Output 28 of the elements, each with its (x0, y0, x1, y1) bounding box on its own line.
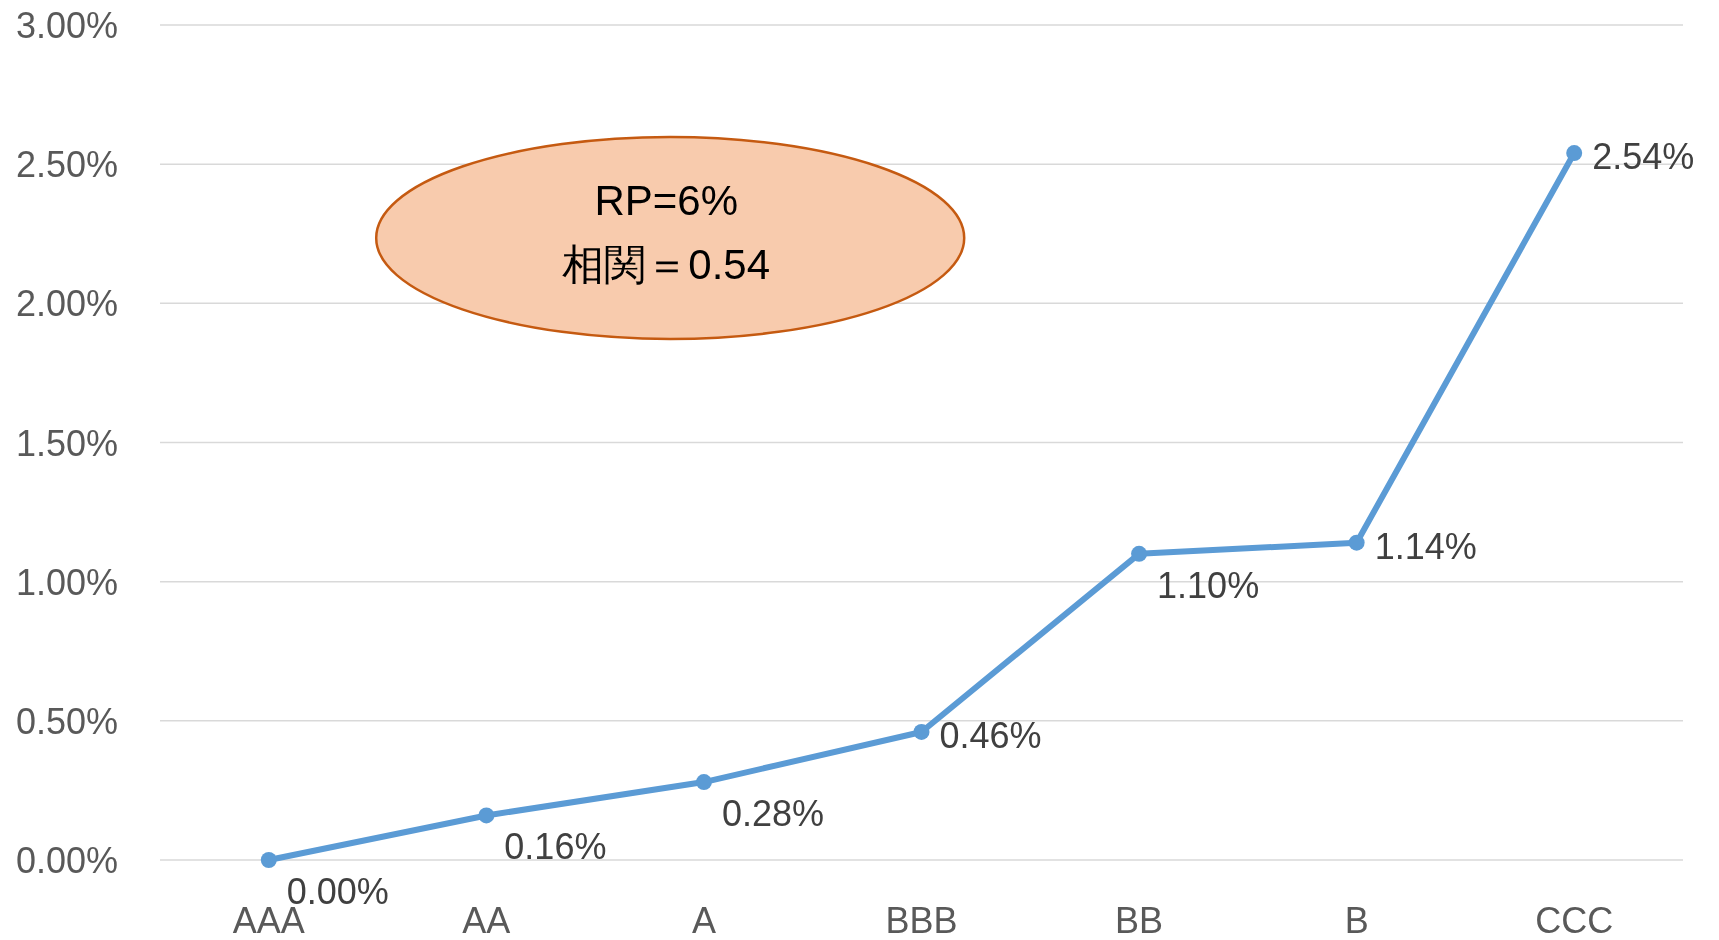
x-tick-label: CCC (1535, 900, 1614, 940)
y-tick-label: 3.00% (15, 5, 118, 46)
x-tick-label: A (691, 900, 716, 940)
annotation: RP=6% (594, 176, 738, 224)
y-tick-label: 2.00% (15, 283, 118, 325)
y-tick-label: 0.50% (15, 700, 118, 742)
y-tick-label: 2.50% (15, 144, 118, 186)
data-label: 0.28% (721, 793, 825, 835)
y-tick-label: 0.00% (15, 840, 118, 881)
data-label: 0.16% (504, 826, 607, 868)
point (695, 774, 712, 791)
x-tick-label: B (1344, 900, 1369, 940)
x-tick-label: AA (462, 900, 511, 940)
point (478, 807, 495, 824)
point (1348, 534, 1365, 551)
data-label: 1.10% (1157, 564, 1260, 606)
point (260, 852, 277, 868)
x-tick-label: BB (1115, 900, 1164, 940)
point (1566, 145, 1583, 162)
point (913, 723, 930, 740)
data-label: 1.14% (1374, 525, 1477, 567)
y-tick-label: 1.50% (15, 422, 118, 464)
data-label: 2.54% (1592, 136, 1695, 178)
annotation: 相関＝0.54 (562, 240, 771, 288)
x-tick-label: BBB (885, 900, 958, 940)
data-label: 0.46% (939, 714, 1042, 756)
point (1131, 545, 1148, 562)
y-tick-label: 1.00% (15, 561, 118, 603)
